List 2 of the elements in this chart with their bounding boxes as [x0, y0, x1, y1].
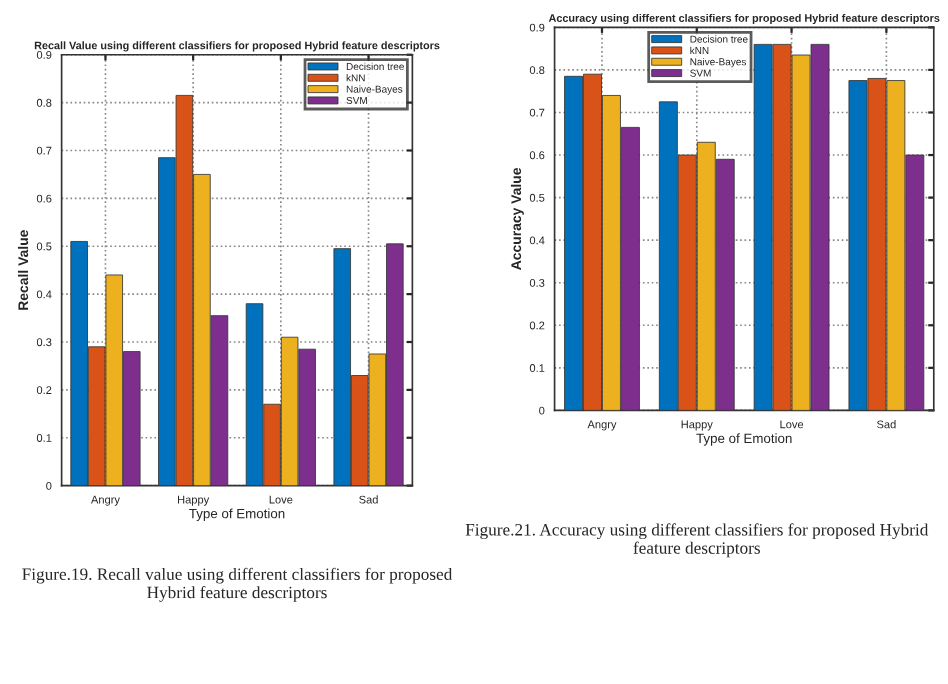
text: Figure.21. Accuracy using different classifiers for proposed Hybrid feature descriptors — [465, 523, 929, 558]
text: Figure.19. Recall value using different classifiers for proposed Hybrid feature descriptors — [22, 567, 453, 602]
